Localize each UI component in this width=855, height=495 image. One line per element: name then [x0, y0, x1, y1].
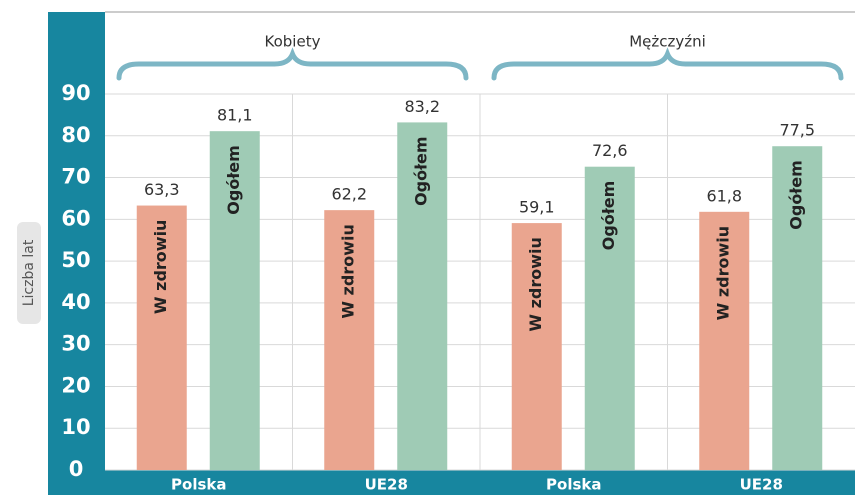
y-tick-label: 70 [61, 165, 90, 189]
bar-series-label: W zdrowiu [526, 237, 545, 332]
y-tick-label: 10 [61, 415, 90, 439]
y-tick-label: 20 [61, 373, 90, 397]
group-brace [491, 47, 844, 81]
bar [584, 166, 635, 470]
bar-series-label: Ogółem [787, 160, 806, 230]
group-brace [116, 47, 469, 81]
bar [209, 131, 260, 470]
y-tick-label: 30 [61, 332, 90, 356]
y-tick-label: 60 [61, 206, 90, 230]
bar [511, 223, 562, 470]
y-tick-label: 90 [61, 81, 90, 105]
y-axis-label: Liczba lat [21, 239, 37, 306]
y-label-box [17, 222, 41, 324]
bar [699, 211, 750, 470]
value-label: 77,5 [779, 121, 815, 140]
group-label: Kobiety [265, 33, 321, 51]
bar-series-label: W zdrowiu [339, 224, 358, 319]
bar-series-label: Ogółem [599, 181, 618, 251]
y-tick-label: 0 [69, 457, 84, 481]
value-label: 61,8 [706, 186, 742, 205]
bar-series-label: W zdrowiu [714, 226, 733, 321]
x-axis-panel [105, 470, 855, 495]
value-label: 62,2 [331, 185, 367, 204]
value-label: 83,2 [404, 97, 440, 116]
bar [772, 146, 823, 470]
bar-series-label: Ogółem [412, 136, 431, 206]
bar [136, 205, 187, 470]
y-tick-label: 80 [61, 123, 90, 147]
x-tick-label: UE28 [365, 476, 408, 494]
x-tick-label: Polska [546, 476, 601, 494]
bar-series-label: W zdrowiu [151, 220, 170, 315]
value-label: 81,1 [217, 106, 253, 125]
value-label: 59,1 [519, 198, 555, 217]
bar [397, 122, 448, 471]
group-label: Mężczyźni [629, 33, 706, 51]
value-label: 63,3 [144, 180, 180, 199]
bar [324, 210, 375, 471]
y-tick-label: 40 [61, 290, 90, 314]
y-axis-panel [48, 12, 105, 495]
y-tick-label: 50 [61, 248, 90, 272]
value-label: 72,6 [592, 141, 628, 160]
bar-series-label: Ogółem [224, 145, 243, 215]
x-tick-label: Polska [171, 476, 226, 494]
x-tick-label: UE28 [740, 476, 783, 494]
